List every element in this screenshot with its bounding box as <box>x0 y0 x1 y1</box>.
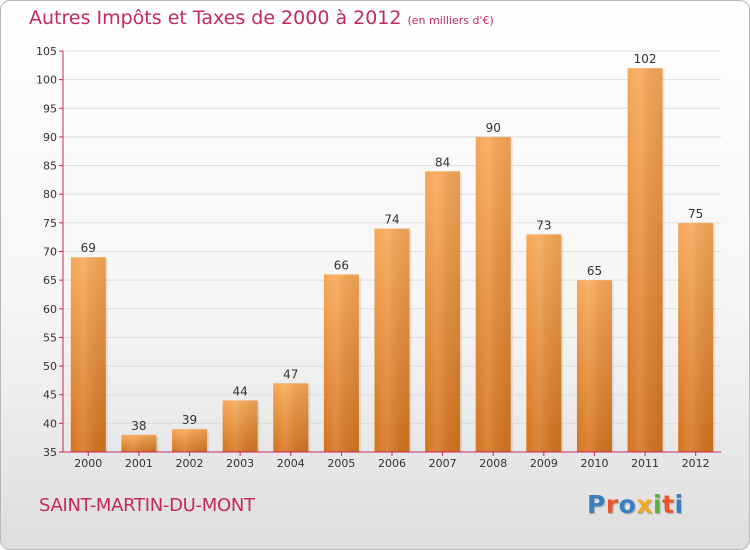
bar-highlight <box>425 171 461 453</box>
data-label: 84 <box>435 155 450 169</box>
x-tick-label: 2010 <box>580 457 608 470</box>
x-tick-label: 2006 <box>378 457 406 470</box>
logo-letter: x <box>636 490 653 519</box>
bar-highlight <box>121 434 157 452</box>
y-tick-label: 100 <box>36 74 57 87</box>
x-tick-label: 2003 <box>226 457 254 470</box>
data-label: 39 <box>182 413 197 427</box>
data-label: 66 <box>334 258 349 272</box>
data-label: 69 <box>81 241 96 255</box>
bar-highlight <box>222 400 258 452</box>
y-tick-label: 90 <box>43 131 57 144</box>
x-tick-label: 2004 <box>277 457 305 470</box>
data-label: 74 <box>384 213 399 227</box>
y-tick-label: 35 <box>43 446 57 459</box>
bar-highlight <box>273 383 309 452</box>
x-tick-label: 2012 <box>682 457 710 470</box>
y-tick-label: 80 <box>43 188 57 201</box>
chart-title: Autres Impôts et Taxes de 2000 à 2012 (en… <box>29 7 494 29</box>
y-tick-label: 70 <box>43 246 57 259</box>
logo-letter: i <box>653 490 663 519</box>
y-tick-label: 65 <box>43 274 57 287</box>
y-tick-label: 55 <box>43 331 57 344</box>
logo-letter: i <box>674 490 684 519</box>
data-label: 44 <box>233 384 248 398</box>
data-label: 90 <box>486 121 501 135</box>
x-tick-label: 2007 <box>429 457 457 470</box>
y-tick-label: 60 <box>43 303 57 316</box>
bar-highlight <box>627 68 663 452</box>
data-label: 38 <box>131 419 146 433</box>
x-tick-label: 2008 <box>479 457 507 470</box>
logo-letter: P <box>587 490 606 519</box>
bar-highlight <box>475 136 511 452</box>
x-tick-label: 2005 <box>327 457 355 470</box>
y-tick-label: 45 <box>43 389 57 402</box>
x-tick-label: 2011 <box>631 457 659 470</box>
y-tick-label: 105 <box>36 45 57 58</box>
logo-letter: o <box>618 490 637 519</box>
bar-highlight <box>526 234 562 452</box>
x-tick-label: 2001 <box>125 457 153 470</box>
commune-name: SAINT-MARTIN-DU-MONT <box>39 495 255 516</box>
y-tick-label: 40 <box>43 417 57 430</box>
data-label: 73 <box>536 218 551 232</box>
data-label: 102 <box>634 52 657 66</box>
title-text: Autres Impôts et Taxes de 2000 à 2012 <box>29 7 402 29</box>
unit-text: (en milliers d'€) <box>407 14 494 27</box>
bar-highlight <box>70 257 106 452</box>
data-label: 65 <box>587 264 602 278</box>
bar-highlight <box>678 222 714 452</box>
data-label: 47 <box>283 367 298 381</box>
logo-letter: r <box>605 490 619 519</box>
y-tick-label: 85 <box>43 160 57 173</box>
proxiti-logo: Proxiti <box>587 490 684 519</box>
y-tick-label: 50 <box>43 360 57 373</box>
y-tick-label: 95 <box>43 102 57 115</box>
x-tick-label: 2009 <box>530 457 558 470</box>
bar-highlight <box>172 429 208 452</box>
bar-highlight <box>576 280 612 452</box>
x-tick-label: 2002 <box>176 457 204 470</box>
data-label: 75 <box>688 207 703 221</box>
bar-highlight <box>374 228 410 452</box>
logo-letter: t <box>662 490 675 519</box>
bar-highlight <box>323 274 359 452</box>
y-tick-label: 75 <box>43 217 57 230</box>
x-tick-label: 2000 <box>74 457 102 470</box>
